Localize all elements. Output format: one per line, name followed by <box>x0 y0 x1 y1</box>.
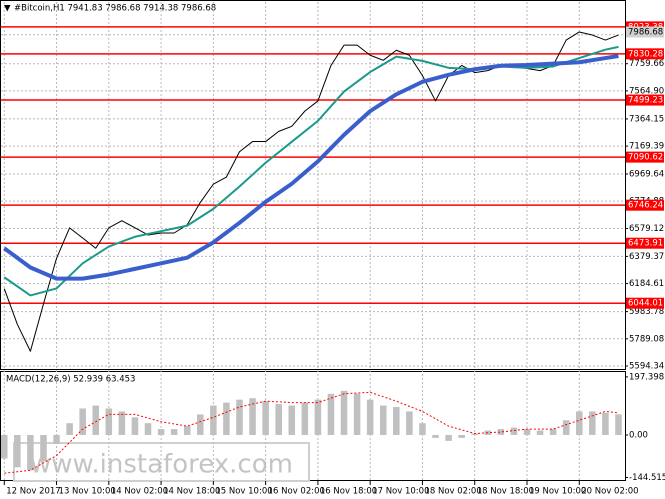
histogram-bar <box>210 405 217 435</box>
y-tick-label: 197.398 <box>629 372 664 382</box>
histogram-bar <box>536 430 544 435</box>
last-price-label: 7986.68 <box>628 28 663 38</box>
histogram-bar <box>602 412 609 435</box>
y-tick-label: 7759.66 <box>629 59 664 69</box>
collapse-icon: ▼ <box>4 4 11 14</box>
y-tick-label: 6379.37 <box>629 252 664 262</box>
x-tick-label: 14 Nov 02:00 <box>111 487 168 497</box>
x-tick-label: 18 Nov 02:00 <box>424 487 481 497</box>
level-label: 6746.24 <box>628 201 663 211</box>
x-tick-label: 18 Nov 18:00 <box>477 487 534 497</box>
histogram-bar <box>575 411 583 435</box>
y-tick-label: 5983.78 <box>629 307 664 317</box>
y-tick-label: -144.515 <box>629 473 665 483</box>
level-label: 7090.62 <box>628 153 663 163</box>
x-tick-label: 12 Nov 2017 <box>6 487 60 497</box>
level-label-box <box>626 151 664 163</box>
histogram-bar <box>510 427 518 435</box>
y-tick-label: 7564.90 <box>629 86 664 96</box>
macd-frame <box>0 371 626 481</box>
histogram-bar <box>393 407 400 435</box>
histogram-bar <box>366 399 374 435</box>
histogram-bar <box>92 405 100 435</box>
histogram-bar <box>288 405 296 435</box>
histogram-bar <box>1 434 8 459</box>
histogram-bar <box>458 434 465 438</box>
histogram-bar <box>144 423 152 435</box>
histogram-bar <box>118 411 126 435</box>
x-tick-label: 14 Nov 18:00 <box>163 487 220 497</box>
histogram-bar <box>327 393 335 435</box>
histogram-bar <box>523 429 531 435</box>
histogram-bar <box>301 402 309 435</box>
histogram-bar <box>419 423 426 435</box>
histogram-bar <box>170 429 178 435</box>
x-tick-label: 15 Nov 10:00 <box>215 487 272 497</box>
last-price-box <box>626 26 664 38</box>
y-tick-label: 5594.34 <box>629 361 664 371</box>
histogram-bar <box>183 426 191 435</box>
level-label-box <box>626 199 664 211</box>
histogram-bar <box>406 411 413 435</box>
y-tick-label: 7364.15 <box>629 114 664 124</box>
level-label: 6473.91 <box>628 239 663 249</box>
price-frame <box>0 0 626 370</box>
level-label-box <box>626 48 664 60</box>
histogram-bar <box>236 399 243 435</box>
level-label-box <box>626 237 664 249</box>
histogram-bar <box>249 398 256 435</box>
price-line <box>3 45 619 297</box>
histogram-bar <box>549 429 557 435</box>
price-line <box>3 54 619 281</box>
x-tick-label: 16 Nov 02:00 <box>268 487 325 497</box>
histogram-bar <box>105 408 113 435</box>
signal-line <box>4 391 619 474</box>
histogram-bar <box>66 423 73 435</box>
histogram-bar <box>497 429 505 435</box>
histogram-bar <box>615 414 622 435</box>
y-tick-label: 5789.08 <box>629 334 664 344</box>
y-tick-label: 6184.61 <box>629 279 664 289</box>
x-tick-label: 17 Nov 10:00 <box>372 487 429 497</box>
histogram-bar <box>379 405 387 435</box>
y-tick-label: 6969.64 <box>629 169 664 179</box>
y-tick-label: 6579.12 <box>629 224 664 234</box>
histogram-bar <box>275 404 282 435</box>
level-label-box <box>626 297 664 309</box>
price-title: #Bitcoin,H1 7941.83 7986.68 7914.38 7986… <box>14 4 216 14</box>
x-tick-label: 16 Nov 18:00 <box>320 487 377 497</box>
histogram-bar <box>445 434 452 441</box>
histogram-bar <box>314 399 322 435</box>
histogram-bar <box>79 408 86 435</box>
histogram-bar <box>353 393 361 435</box>
histogram-bar <box>262 401 269 435</box>
histogram-bar <box>562 420 570 435</box>
level-label: 7499.23 <box>628 96 663 106</box>
y-tick-label: 7169.39 <box>629 142 664 152</box>
level-label-box <box>626 94 664 106</box>
level-label: 7830.28 <box>628 49 663 59</box>
x-tick-label: 20 Nov 02:00 <box>581 487 638 497</box>
histogram-bar <box>471 433 478 435</box>
histogram-bar <box>340 390 348 435</box>
x-tick-label: 13 Nov 10:00 <box>59 487 116 497</box>
histogram-bar <box>223 402 230 435</box>
y-tick-label: 0.00 <box>629 430 648 440</box>
histogram-bar <box>432 434 439 438</box>
level-label: 6044.01 <box>628 299 663 309</box>
histogram-bar <box>53 434 60 444</box>
histogram-bar <box>197 414 204 435</box>
histogram-bar <box>131 417 139 435</box>
histogram-bar <box>27 434 34 471</box>
histogram-bar <box>589 411 596 435</box>
histogram-bar <box>157 429 165 435</box>
histogram-bar <box>14 434 21 468</box>
macd-title: MACD(12,26,9) 52.939 63.453 <box>6 375 135 385</box>
histogram-bar <box>40 434 47 462</box>
x-tick-label: 19 Nov 10:00 <box>529 487 586 497</box>
